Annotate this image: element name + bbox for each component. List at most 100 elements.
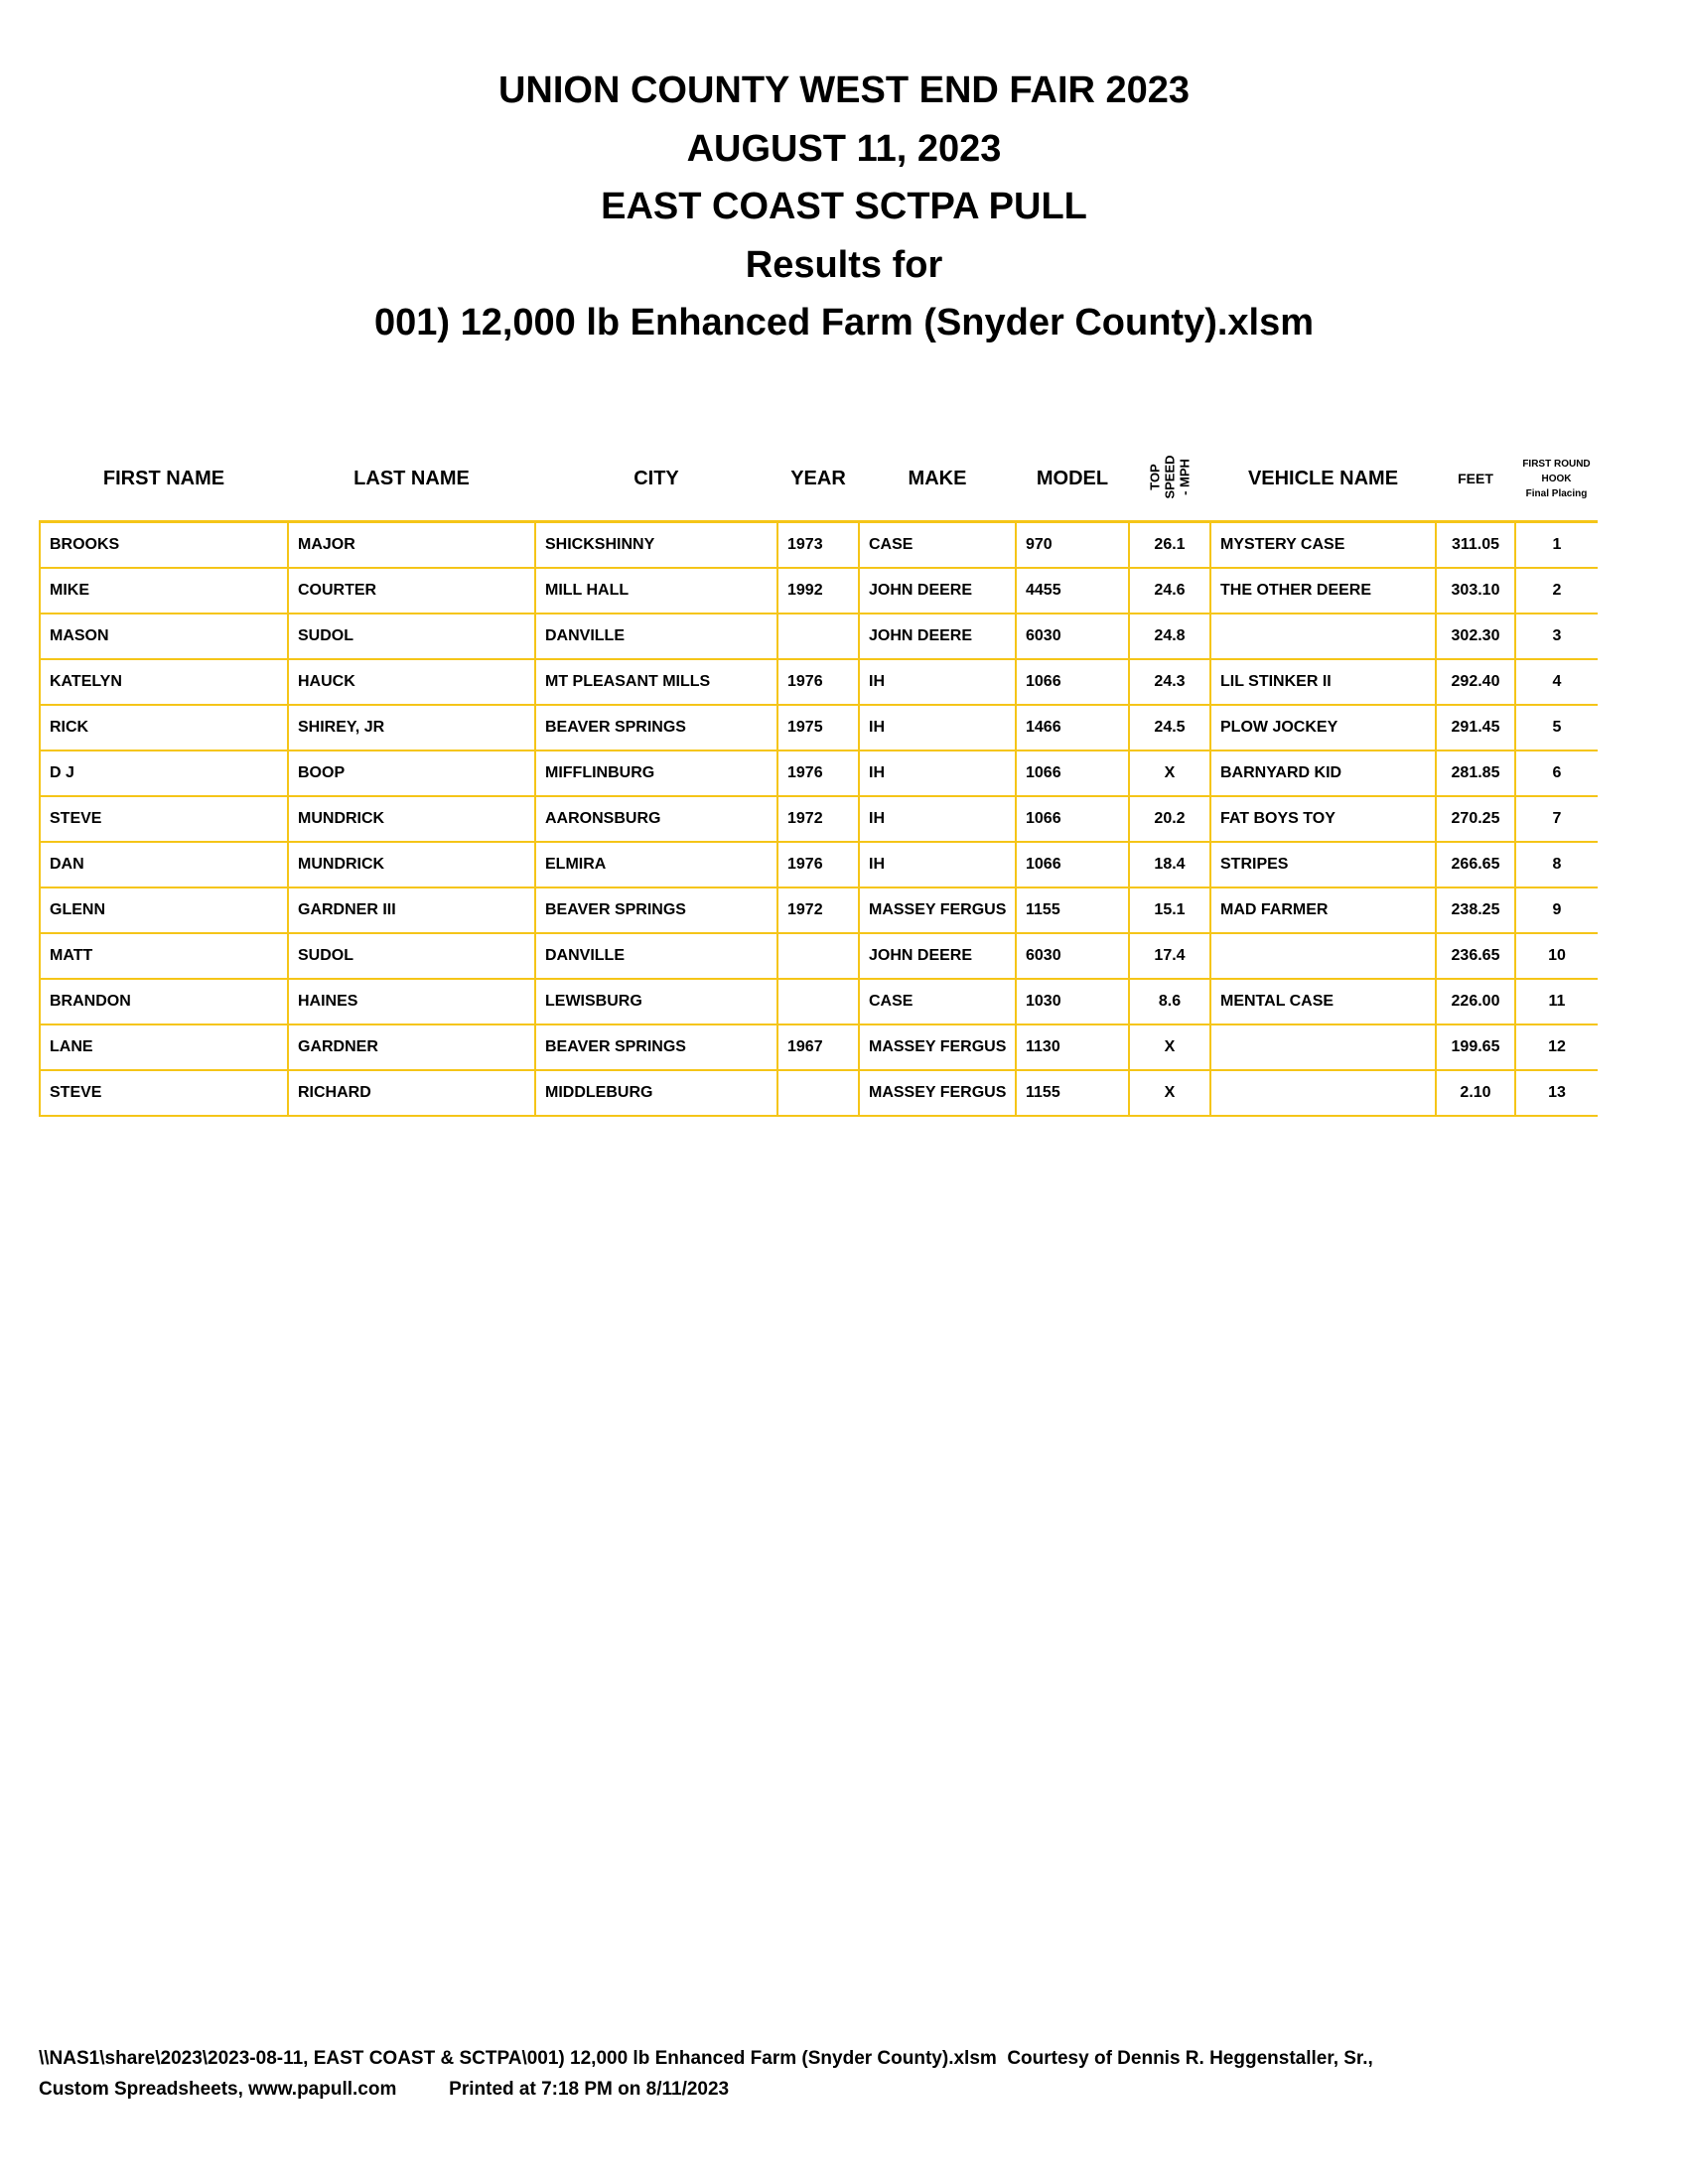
cell-city: SHICKSHINNY: [534, 520, 778, 569]
col-last-name: LAST NAME: [353, 467, 470, 489]
cell-city: DANVILLE: [534, 932, 778, 980]
col-first-name: FIRST NAME: [102, 467, 225, 489]
cell-vehicle-name: [1209, 613, 1437, 660]
cell-city: LEWISBURG: [534, 978, 778, 1025]
cell-feet: 226.00: [1435, 978, 1516, 1025]
cell-last-name: RICHARD: [287, 1069, 536, 1117]
cell-first-name: D J: [39, 750, 289, 797]
cell-year: 1972: [776, 887, 860, 934]
cell-feet: 236.65: [1435, 932, 1516, 980]
cell-last-name: MUNDRICK: [287, 841, 536, 888]
cell-top-speed: 8.6: [1128, 978, 1211, 1025]
cell-first-name: MIKE: [39, 567, 289, 614]
cell-top-speed: 15.1: [1128, 887, 1211, 934]
table-row: MIKE COURTER MILL HALL 1992 JOHN DEERE 4455 24…: [39, 567, 1598, 614]
cell-top-speed: 24.3: [1128, 658, 1211, 706]
cell-first-name: KATELYN: [39, 658, 289, 706]
cell-city: BEAVER SPRINGS: [534, 887, 778, 934]
cell-last-name: MUNDRICK: [287, 795, 536, 843]
cell-year: [776, 613, 860, 660]
cell-first-name: DAN: [39, 841, 289, 888]
cell-city: MILL HALL: [534, 567, 778, 614]
cell-year: 1975: [776, 704, 860, 751]
cell-feet: 302.30: [1435, 613, 1516, 660]
cell-placing: 5: [1514, 704, 1598, 751]
cell-vehicle-name: FAT BOYS TOY: [1209, 795, 1437, 843]
cell-year: [776, 932, 860, 980]
table-row: DAN MUNDRICK ELMIRA 1976 IH 1066 18.4 STRIPES 26…: [39, 841, 1598, 888]
cell-vehicle-name: MAD FARMER: [1209, 887, 1437, 934]
cell-placing: 13: [1514, 1069, 1598, 1117]
cell-make: IH: [858, 841, 1017, 888]
cell-placing: 1: [1514, 520, 1598, 569]
cell-city: DANVILLE: [534, 613, 778, 660]
cell-model: 1155: [1015, 887, 1130, 934]
cell-feet: 281.85: [1435, 750, 1516, 797]
cell-first-name: LANE: [39, 1024, 289, 1071]
cell-last-name: SUDOL: [287, 613, 536, 660]
col-model: MODEL: [1036, 467, 1109, 489]
cell-model: 1030: [1015, 978, 1130, 1025]
title-class: 001) 12,000 lb Enhanced Farm (Snyder Cou…: [373, 302, 1315, 343]
cell-model: 6030: [1015, 613, 1130, 660]
cell-top-speed: 17.4: [1128, 932, 1211, 980]
cell-make: IH: [858, 658, 1017, 706]
cell-year: 1972: [776, 795, 860, 843]
cell-last-name: SHIREY, JR: [287, 704, 536, 751]
cell-placing: 10: [1514, 932, 1598, 980]
cell-vehicle-name: MYSTERY CASE: [1209, 520, 1437, 569]
cell-feet: 238.25: [1435, 887, 1516, 934]
col-vehicle-name: VEHICLE NAME: [1247, 467, 1399, 489]
cell-model: 1466: [1015, 704, 1130, 751]
cell-year: 1967: [776, 1024, 860, 1071]
cell-vehicle-name: MENTAL CASE: [1209, 978, 1437, 1025]
table-row: D J BOOP MIFFLINBURG 1976 IH 1066 X BARNYARD KI…: [39, 750, 1598, 797]
title-results-for: Results for: [745, 243, 943, 286]
cell-placing: 9: [1514, 887, 1598, 934]
cell-first-name: STEVE: [39, 1069, 289, 1117]
cell-first-name: STEVE: [39, 795, 289, 843]
cell-feet: 266.65: [1435, 841, 1516, 888]
cell-model: 1066: [1015, 841, 1130, 888]
cell-top-speed: 26.1: [1128, 520, 1211, 569]
cell-year: 1973: [776, 520, 860, 569]
placing-label-3: Final Placing: [1525, 487, 1588, 499]
cell-feet: 199.65: [1435, 1024, 1516, 1071]
cell-top-speed: X: [1128, 1069, 1211, 1117]
cell-placing: 2: [1514, 567, 1598, 614]
cell-vehicle-name: PLOW JOCKEY: [1209, 704, 1437, 751]
table-row: RICK SHIREY, JR BEAVER SPRINGS 1975 IH 1466 24…: [39, 704, 1598, 751]
cell-model: 1066: [1015, 750, 1130, 797]
cell-year: [776, 978, 860, 1025]
cell-top-speed: 18.4: [1128, 841, 1211, 888]
results-table: FIRST NAME LAST NAME CITY YEAR MAKE MODE…: [39, 437, 1598, 1117]
cell-model: 1155: [1015, 1069, 1130, 1117]
cell-placing: 3: [1514, 613, 1598, 660]
table-row: MASON SUDOL DANVILLE JOHN DEERE 6030 24.8 302.…: [39, 613, 1598, 660]
cell-first-name: BRANDON: [39, 978, 289, 1025]
cell-make: MASSEY FERGUS: [858, 1069, 1017, 1117]
cell-make: IH: [858, 795, 1017, 843]
col-feet: FEET: [1458, 471, 1493, 486]
table-row: LANE GARDNER BEAVER SPRINGS 1967 MASSEY FERG…: [39, 1024, 1598, 1071]
placing-label-1: FIRST ROUND: [1522, 458, 1591, 470]
table-row: GLENN GARDNER III BEAVER SPRINGS 1972 MASSEY…: [39, 887, 1598, 934]
speed-label-2: SPEED: [1162, 455, 1178, 499]
header-row: FIRST NAME LAST NAME CITY YEAR MAKE MODE…: [40, 437, 1598, 522]
col-city: CITY: [633, 467, 679, 489]
footer-path: \\NAS1\share\2023\2023-08-11, EAST COAST…: [39, 2048, 1373, 2069]
cell-top-speed: 20.2: [1128, 795, 1211, 843]
cell-feet: 291.45: [1435, 704, 1516, 751]
cell-model: 1066: [1015, 658, 1130, 706]
col-make: MAKE: [908, 467, 967, 489]
cell-make: CASE: [858, 978, 1017, 1025]
title-fair: UNION COUNTY WEST END FAIR 2023: [497, 69, 1191, 111]
cell-first-name: MATT: [39, 932, 289, 980]
cell-last-name: BOOP: [287, 750, 536, 797]
cell-city: MIFFLINBURG: [534, 750, 778, 797]
col-top-speed: TOP SPEED - MPH: [1129, 437, 1210, 522]
cell-make: JOHN DEERE: [858, 932, 1017, 980]
cell-last-name: GARDNER III: [287, 887, 536, 934]
cell-feet: 2.10: [1435, 1069, 1516, 1117]
cell-placing: 12: [1514, 1024, 1598, 1071]
